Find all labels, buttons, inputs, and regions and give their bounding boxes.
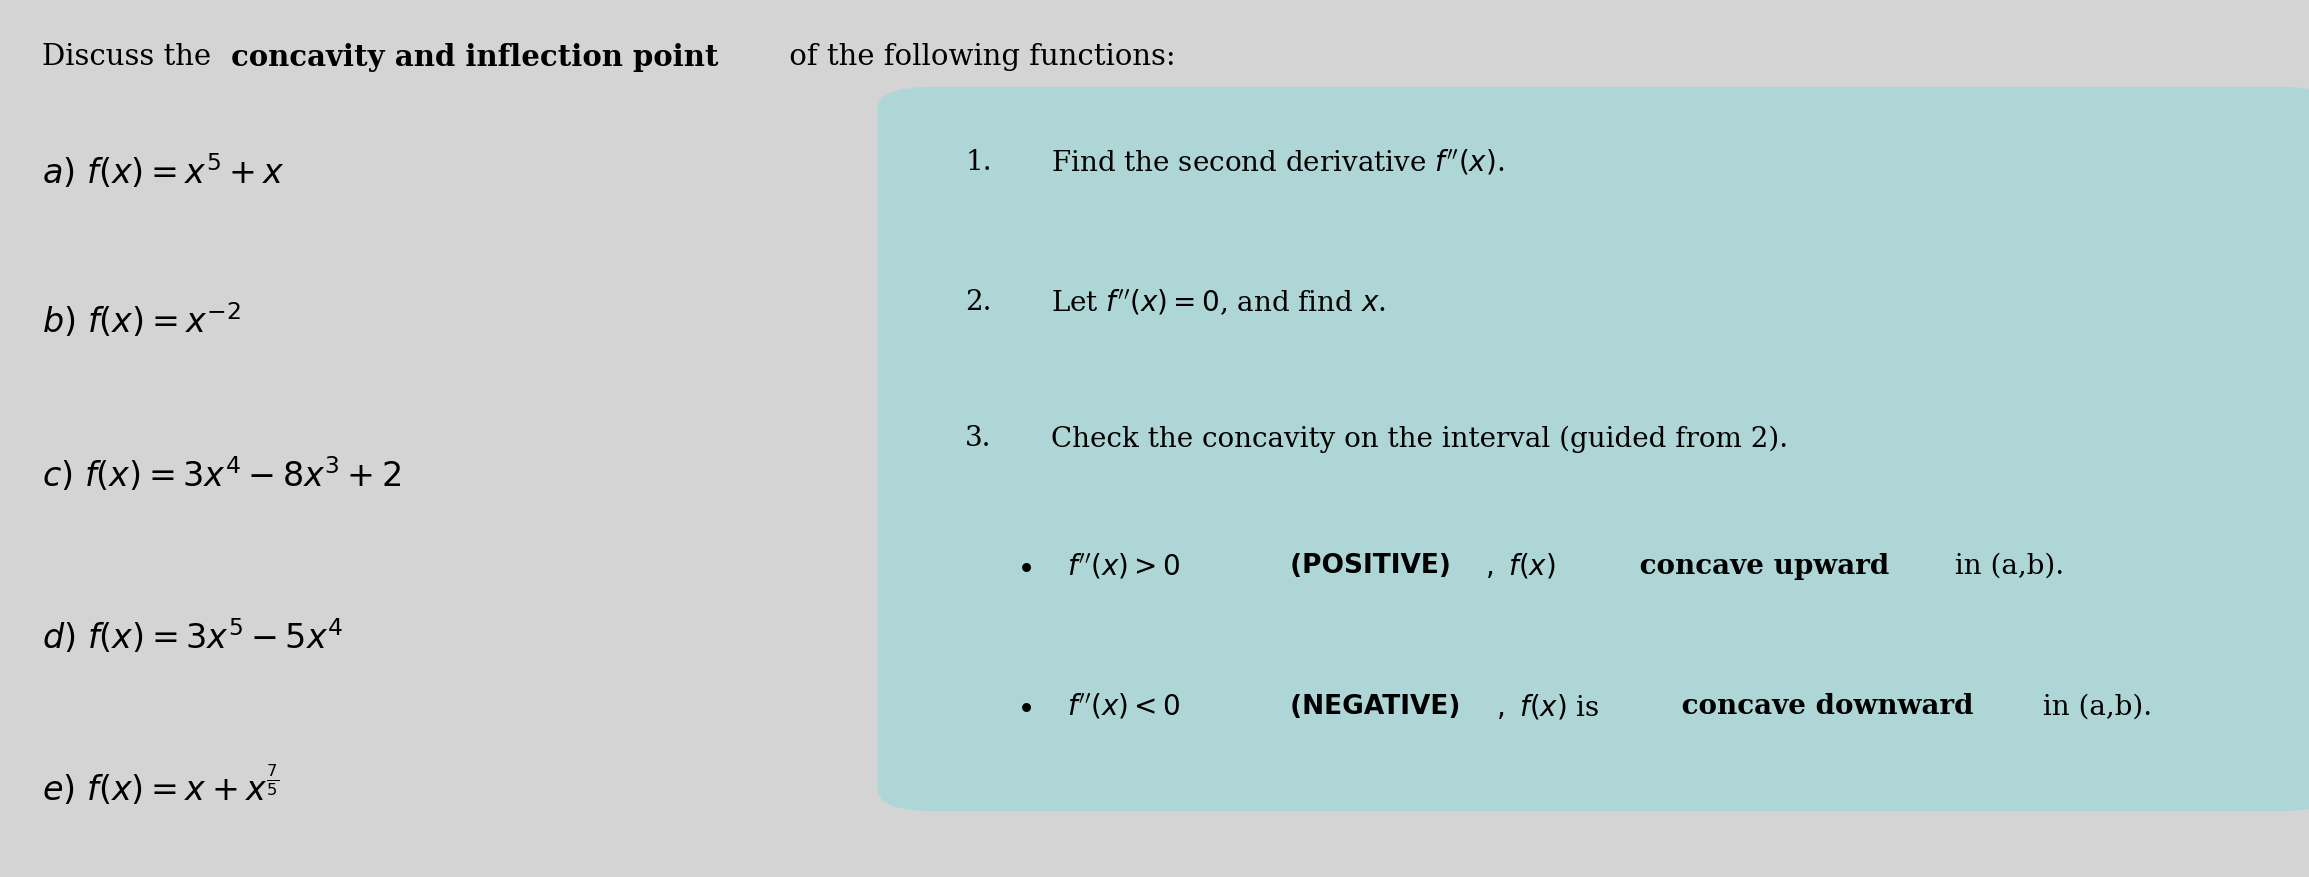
Text: of the following functions:: of the following functions: (780, 43, 1175, 71)
Text: $e)\ f(x) = x + x^{\frac{7}{5}}$: $e)\ f(x) = x + x^{\frac{7}{5}}$ (42, 763, 279, 807)
Text: $a)\ f(x) = x^5 + x$: $a)\ f(x) = x^5 + x$ (42, 152, 284, 190)
Text: Let $f''(x) = 0$, and find $x$.: Let $f''(x) = 0$, and find $x$. (1051, 288, 1385, 317)
Text: $,\ f(x)$: $,\ f(x)$ (1485, 551, 1556, 581)
Text: Find the second derivative $f''(x)$.: Find the second derivative $f''(x)$. (1051, 147, 1503, 177)
Text: $f''(x) < 0$: $f''(x) < 0$ (1067, 691, 1180, 721)
Text: concave upward: concave upward (1630, 553, 1889, 579)
Text: $\bullet$: $\bullet$ (1016, 551, 1032, 581)
Text: concave downward: concave downward (1672, 693, 1974, 719)
Text: (NEGATIVE): (NEGATIVE) (1281, 693, 1462, 719)
Text: $,\ f(x)$ is: $,\ f(x)$ is (1496, 691, 1600, 721)
Text: Discuss the: Discuss the (42, 43, 219, 71)
Text: 2.: 2. (965, 289, 991, 316)
Text: $c)\ f(x) = 3x^4 - 8x^3 + 2$: $c)\ f(x) = 3x^4 - 8x^3 + 2$ (42, 454, 402, 493)
Text: concavity and inflection point: concavity and inflection point (231, 42, 718, 72)
Text: $b)\ f(x) = x^{-2}$: $b)\ f(x) = x^{-2}$ (42, 301, 240, 339)
Text: $d)\ f(x) = 3x^5 - 5x^4$: $d)\ f(x) = 3x^5 - 5x^4$ (42, 617, 342, 655)
FancyBboxPatch shape (877, 88, 2309, 811)
Text: $\bullet$: $\bullet$ (1016, 691, 1032, 721)
Text: in (a,b).: in (a,b). (2034, 693, 2152, 719)
Text: 3.: 3. (965, 425, 991, 452)
Text: in (a,b).: in (a,b). (1946, 553, 2064, 579)
Text: 1.: 1. (965, 149, 993, 175)
Text: $f''(x) > 0$: $f''(x) > 0$ (1067, 551, 1180, 581)
Text: (POSITIVE): (POSITIVE) (1281, 553, 1452, 579)
Text: Check the concavity on the interval (guided from 2).: Check the concavity on the interval (gui… (1051, 424, 1787, 453)
